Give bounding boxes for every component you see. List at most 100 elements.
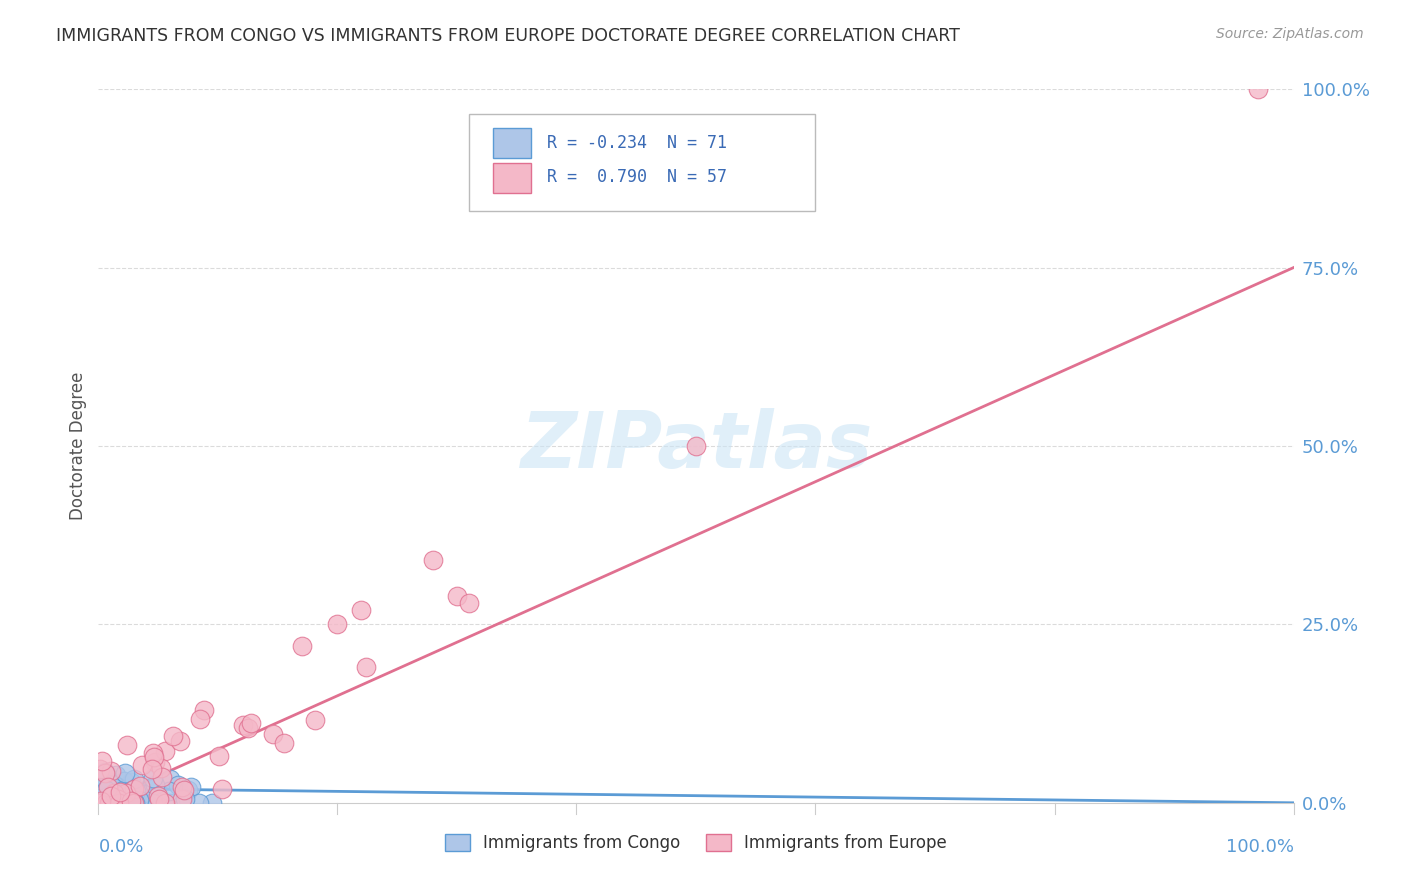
Point bbox=[273, 736, 295, 750]
Point bbox=[107, 796, 129, 810]
Point bbox=[97, 781, 120, 796]
Point bbox=[128, 785, 150, 799]
Point bbox=[96, 783, 118, 797]
Point bbox=[107, 792, 129, 806]
Point bbox=[350, 603, 373, 617]
Point bbox=[93, 785, 115, 799]
Point bbox=[110, 796, 132, 810]
Point bbox=[354, 660, 377, 674]
Point bbox=[125, 784, 148, 798]
Point bbox=[107, 796, 129, 810]
Text: ZIPatlas: ZIPatlas bbox=[520, 408, 872, 484]
Point bbox=[141, 762, 163, 776]
Point bbox=[207, 748, 229, 763]
Point bbox=[110, 787, 132, 801]
Point bbox=[304, 713, 326, 727]
Point bbox=[162, 730, 184, 744]
Point bbox=[115, 790, 138, 805]
Point bbox=[105, 796, 128, 810]
Text: R = -0.234  N = 71: R = -0.234 N = 71 bbox=[547, 134, 727, 152]
Point bbox=[172, 792, 194, 806]
Point bbox=[89, 763, 111, 777]
FancyBboxPatch shape bbox=[494, 128, 531, 159]
Point bbox=[96, 770, 118, 784]
Point bbox=[124, 796, 146, 810]
Point bbox=[169, 734, 191, 748]
Point bbox=[107, 796, 129, 810]
Point bbox=[159, 796, 181, 810]
Point bbox=[153, 744, 176, 758]
Point bbox=[167, 778, 190, 792]
Point bbox=[238, 721, 260, 735]
Point bbox=[120, 794, 142, 808]
Point bbox=[89, 796, 111, 810]
Point bbox=[143, 778, 166, 792]
Point bbox=[262, 727, 284, 741]
Point bbox=[94, 765, 117, 780]
Point bbox=[148, 792, 170, 806]
Point bbox=[90, 780, 112, 794]
Text: Source: ZipAtlas.com: Source: ZipAtlas.com bbox=[1216, 27, 1364, 41]
Point bbox=[100, 796, 122, 810]
Point bbox=[110, 792, 132, 806]
Point bbox=[159, 772, 181, 786]
Point bbox=[131, 757, 153, 772]
Point bbox=[142, 796, 165, 810]
Point bbox=[125, 789, 148, 804]
Point bbox=[104, 768, 127, 782]
Point bbox=[232, 718, 254, 732]
Point bbox=[110, 784, 132, 798]
Point bbox=[91, 755, 114, 769]
Point bbox=[148, 789, 170, 803]
Point bbox=[100, 764, 122, 778]
Point bbox=[98, 788, 121, 802]
Point bbox=[89, 779, 111, 793]
Point bbox=[105, 783, 128, 797]
Point bbox=[143, 755, 166, 769]
Text: 0.0%: 0.0% bbox=[98, 838, 143, 856]
Point bbox=[174, 791, 197, 805]
Text: 100.0%: 100.0% bbox=[1226, 838, 1294, 856]
Point bbox=[142, 750, 165, 764]
Point bbox=[131, 787, 153, 801]
Point bbox=[291, 639, 314, 653]
Point bbox=[105, 779, 128, 793]
Legend: Immigrants from Congo, Immigrants from Europe: Immigrants from Congo, Immigrants from E… bbox=[439, 827, 953, 859]
Point bbox=[122, 772, 145, 787]
Point bbox=[115, 738, 138, 752]
FancyBboxPatch shape bbox=[494, 162, 531, 193]
Point bbox=[108, 791, 131, 805]
Point bbox=[190, 712, 212, 726]
Point bbox=[122, 796, 145, 810]
Point bbox=[141, 747, 163, 761]
Point bbox=[94, 781, 117, 796]
Point bbox=[90, 796, 112, 810]
Point bbox=[150, 770, 173, 784]
Point bbox=[103, 786, 125, 800]
Point bbox=[101, 779, 124, 793]
Point bbox=[89, 791, 111, 805]
Point bbox=[97, 780, 120, 794]
Point bbox=[97, 796, 120, 810]
Point bbox=[124, 781, 146, 796]
Point bbox=[150, 761, 173, 775]
Point bbox=[100, 789, 122, 803]
FancyBboxPatch shape bbox=[470, 114, 815, 211]
Point bbox=[121, 793, 143, 807]
Point bbox=[326, 617, 349, 632]
Point bbox=[107, 780, 129, 794]
Point bbox=[170, 780, 193, 795]
Point bbox=[121, 796, 143, 810]
Text: R =  0.790  N = 57: R = 0.790 N = 57 bbox=[547, 168, 727, 186]
Point bbox=[110, 785, 132, 799]
Point bbox=[117, 789, 139, 804]
Point bbox=[446, 589, 468, 603]
Point bbox=[128, 792, 150, 806]
Point bbox=[129, 779, 152, 793]
Y-axis label: Doctorate Degree: Doctorate Degree bbox=[69, 372, 87, 520]
Point bbox=[89, 779, 111, 793]
Point bbox=[90, 794, 112, 808]
Point bbox=[1247, 82, 1270, 96]
Point bbox=[153, 796, 176, 810]
Point bbox=[104, 791, 127, 805]
